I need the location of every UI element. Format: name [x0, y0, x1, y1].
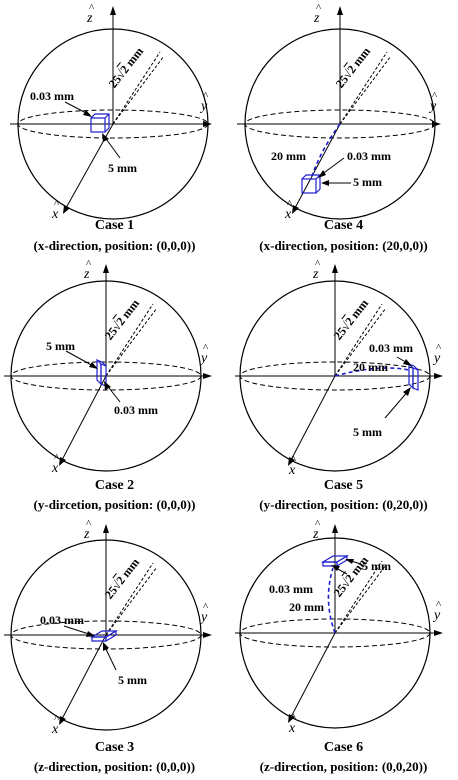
sphere-diagram-case-1 — [10, 6, 212, 220]
y-axis-label: y — [201, 99, 208, 114]
z-axis-hat: ^ — [315, 258, 321, 270]
panel-case-5: z ^ y ^ x ^ 25√2 mm 0.03 mm 20 mm 5 mm C… — [229, 258, 458, 520]
case-subtitle: (x-direction, position: (20,0,0)) — [259, 238, 428, 253]
thickness-label: 0.03 mm — [369, 341, 413, 355]
target-plate-icon — [408, 362, 419, 391]
case-subtitle: (z-direction, position: (0,0,20)) — [259, 759, 428, 774]
y-axis-label: y — [430, 99, 437, 114]
thickness-label: 0.03 mm — [114, 403, 158, 417]
target-cube-icon — [90, 113, 110, 133]
x-axis-label: x — [52, 207, 59, 222]
z-axis-label: z — [84, 527, 90, 542]
x-axis-label: x — [52, 461, 59, 476]
x-axis-label: x — [289, 721, 296, 736]
case-title: Case 2 — [94, 478, 135, 493]
case-title: Case 5 — [323, 478, 364, 493]
x-axis-hat: ^ — [287, 198, 293, 210]
y-axis-label: y — [201, 351, 208, 366]
z-axis-hat: ^ — [86, 518, 92, 530]
x-axis-label: x — [52, 722, 59, 737]
z-axis-hat: ^ — [316, 2, 322, 14]
y-axis-hat: ^ — [432, 90, 438, 102]
x-axis-hat: ^ — [54, 713, 60, 725]
offset-label: 20 mm — [271, 149, 306, 163]
y-axis-label: y — [434, 351, 441, 366]
offset-label: 20 mm — [289, 600, 324, 614]
y-axis-hat: ^ — [436, 599, 442, 611]
case-title: Case 1 — [94, 218, 135, 233]
panel-case-6: z ^ y ^ x ^ 25√2 mm 5 mm 0.03 mm 20 mm C… — [229, 518, 458, 780]
y-axis-hat: ^ — [436, 342, 442, 354]
sphere-diagram-case-2 — [4, 264, 212, 472]
case-subtitle: (y-dircetion, position: (0,0,0)) — [33, 497, 196, 512]
x-axis-hat: ^ — [54, 452, 60, 464]
z-axis-hat: ^ — [315, 518, 321, 530]
x-axis-hat: ^ — [291, 712, 297, 724]
panel-case-1: z ^ y ^ x ^ 25√2 mm 0.03 mm 5 mm Case 1 … — [0, 0, 229, 260]
sphere-diagram-case-4 — [237, 6, 441, 220]
z-axis-hat: ^ — [89, 2, 95, 14]
thickness-label: 0.03 mm — [40, 613, 84, 627]
z-axis-label: z — [313, 527, 319, 542]
thickness-label: 0.03 mm — [347, 149, 391, 163]
y-axis-hat: ^ — [203, 342, 209, 354]
z-axis-label: z — [84, 267, 90, 282]
z-axis-hat: ^ — [86, 258, 92, 270]
offset-label: 20 mm — [353, 360, 388, 374]
y-axis-label: y — [434, 608, 441, 623]
panel-case-2: z ^ y ^ x ^ 25√2 mm 5 mm 0.03 mm Case 2 … — [0, 258, 229, 520]
case-subtitle: (y-direction, position: (0,20,0)) — [259, 497, 428, 512]
side-label: 5 mm — [353, 175, 382, 189]
x-axis-label: x — [289, 463, 296, 478]
case-title: Case 4 — [323, 218, 364, 233]
side-label: 5 mm — [118, 673, 147, 687]
x-axis-label: x — [285, 207, 292, 222]
case-title: Case 6 — [323, 740, 364, 755]
thickness-label: 0.03 mm — [269, 582, 313, 596]
panel-case-3: z ^ y ^ x ^ 25√2 mm 0.03 mm 5 mm Case 3 … — [0, 518, 229, 780]
case-subtitle: (z-direction, position: (0,0,0)) — [33, 759, 196, 774]
case-title: Case 3 — [94, 740, 135, 755]
z-axis-label: z — [313, 267, 319, 282]
side-label: 5 mm — [353, 425, 382, 439]
side-label: 5 mm — [362, 559, 391, 573]
y-axis-hat: ^ — [203, 90, 209, 102]
case-subtitle: (x-direction, position: (0,0,0)) — [33, 238, 196, 253]
target-plate-icon — [89, 629, 119, 643]
x-axis-hat: ^ — [54, 198, 60, 210]
side-label: 5 mm — [108, 161, 137, 175]
y-axis-hat: ^ — [203, 601, 209, 613]
thickness-label: 0.03 mm — [30, 89, 74, 103]
z-axis-label: z — [314, 11, 320, 26]
y-axis-label: y — [201, 610, 208, 625]
x-axis-hat: ^ — [291, 454, 297, 466]
sphere-diagram-case-5 — [235, 264, 443, 472]
sphere-diagram-case-3 — [4, 524, 212, 731]
sphere-diagram-case-6 — [235, 524, 443, 729]
panel-case-4: z ^ y ^ x ^ 25√2 mm 20 mm 0.03 mm 5 mm C… — [229, 0, 458, 260]
z-axis-label: z — [87, 11, 93, 26]
side-label: 5 mm — [46, 339, 75, 353]
